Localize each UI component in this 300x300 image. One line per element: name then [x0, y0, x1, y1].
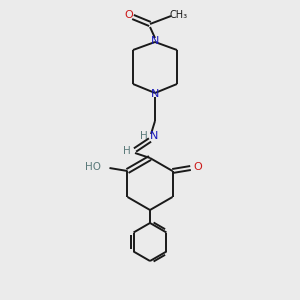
Text: H: H — [140, 131, 148, 141]
Text: N: N — [150, 131, 158, 141]
Text: HO: HO — [85, 162, 101, 172]
Text: O: O — [124, 10, 134, 20]
Text: CH₃: CH₃ — [170, 10, 188, 20]
Text: H: H — [123, 146, 131, 156]
Text: N: N — [151, 36, 159, 46]
Text: N: N — [151, 89, 159, 99]
Text: O: O — [193, 162, 202, 172]
